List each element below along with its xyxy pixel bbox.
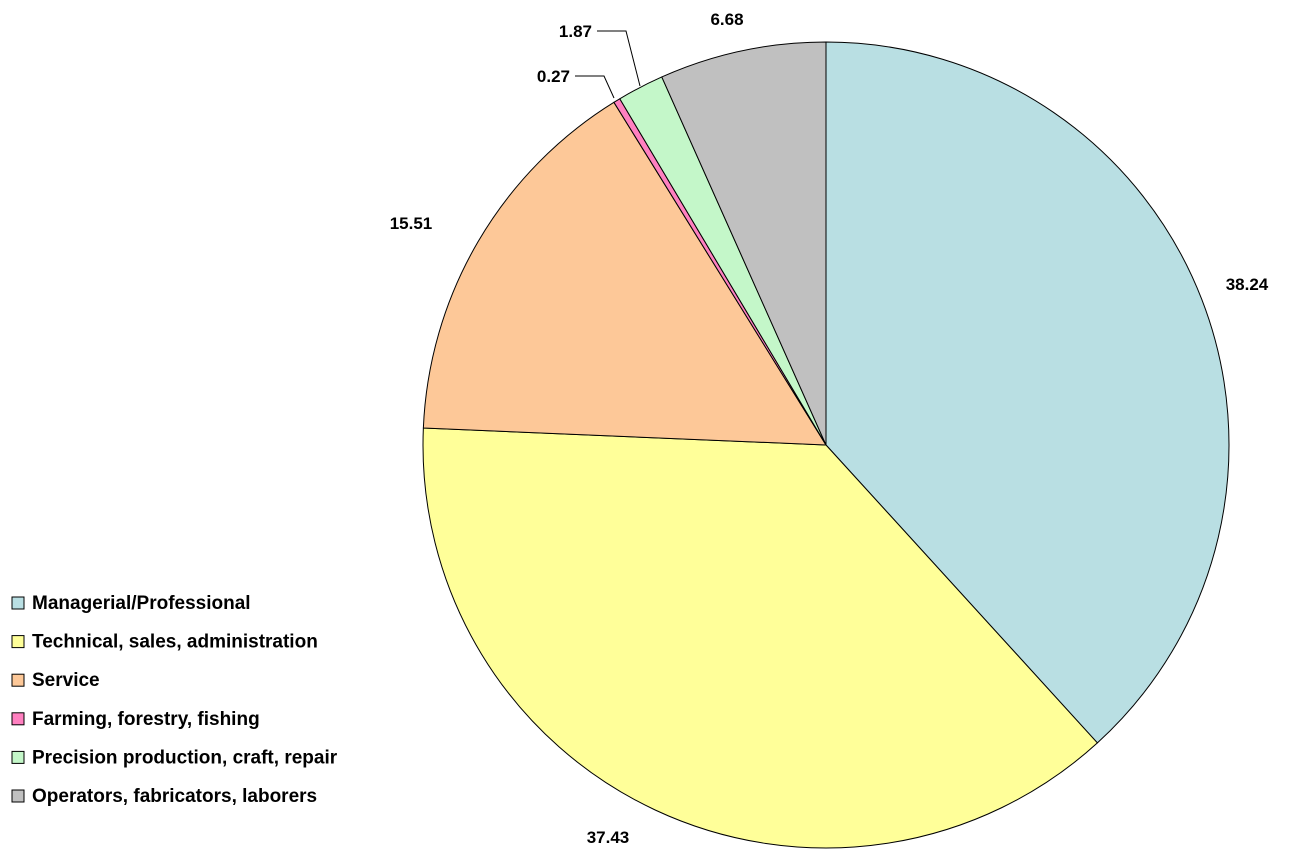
pie-slice-operators-fabricators-laborers [661, 41, 827, 446]
legend-swatch-service [11, 673, 25, 687]
legend-label-operators-fabricators-laborers: Operators, fabricators, laborers [32, 786, 317, 807]
leader-line-precision-production-craft-repair [597, 30, 641, 87]
data-label-technical-sales-administration: 37.43 [587, 828, 630, 847]
leader-line-farming-forestry-fishing [575, 75, 615, 99]
pie-slice-service [422, 101, 827, 446]
data-label-precision-production-craft-repair: 1.87 [559, 22, 592, 41]
legend-label-managerial-professional: Managerial/Professional [32, 593, 251, 614]
data-labels: 38.24 37.43 15.51 0.27 1.87 6.68 [390, 10, 1269, 847]
data-label-managerial-professional: 38.24 [1226, 275, 1269, 294]
legend-label-farming-forestry-fishing: Farming, forestry, fishing [32, 709, 260, 730]
legend-swatch-operators-fabricators-laborers [11, 789, 25, 803]
data-label-operators-fabricators-laborers: 6.68 [710, 10, 743, 29]
legend-swatch-precision-production-craft-repair [11, 750, 25, 764]
legend-label-technical-sales-administration: Technical, sales, administration [32, 632, 318, 653]
legend-swatch-farming-forestry-fishing [11, 712, 25, 726]
data-label-service: 15.51 [390, 214, 433, 233]
legend-swatch-managerial-professional [11, 596, 25, 610]
leader-lines [575, 30, 641, 99]
pie-slice-technical-sales-administration [422, 427, 1098, 849]
legend-label-service: Service [32, 670, 100, 691]
pie-slice-managerial-professional [825, 41, 1230, 744]
legend-label-precision-production-craft-repair: Precision production, craft, repair [32, 747, 338, 768]
pie-slices [422, 41, 1230, 849]
data-label-farming-forestry-fishing: 0.27 [537, 67, 570, 86]
legend: Managerial/Professional Technical, sales,… [11, 593, 338, 807]
legend-swatch-technical-sales-administration [11, 635, 25, 649]
